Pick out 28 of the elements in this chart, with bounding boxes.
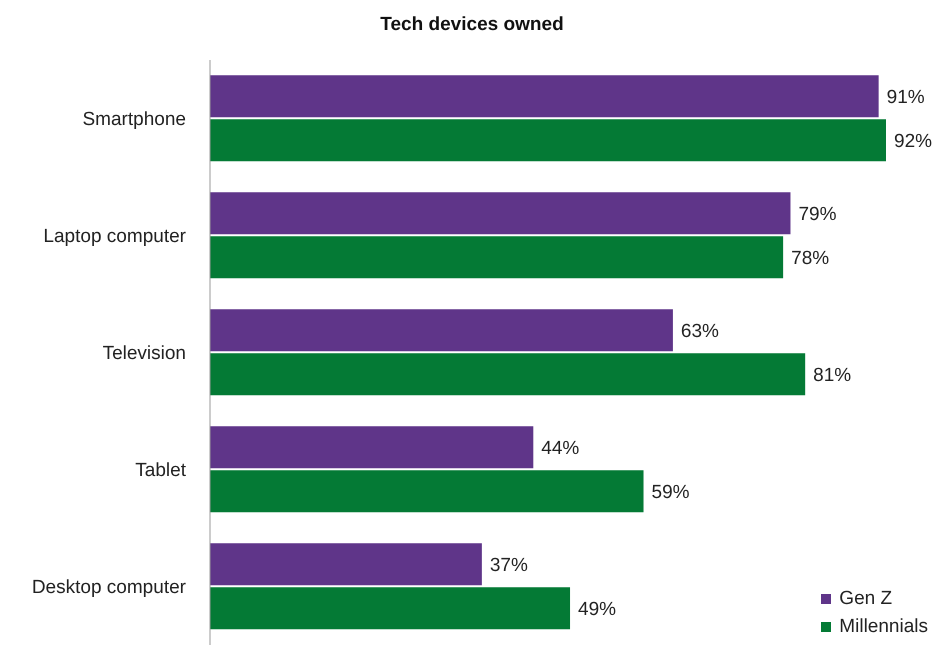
- y-tick-label: Laptop computer: [43, 226, 187, 248]
- bar: [210, 192, 790, 234]
- data-label: 92%: [894, 130, 932, 152]
- y-tick-label: Smartphone: [82, 109, 186, 130]
- y-tick-label: Desktop computer: [32, 577, 187, 598]
- bar: [210, 309, 673, 352]
- data-label: 44%: [541, 438, 580, 459]
- data-label: 91%: [886, 86, 925, 108]
- data-label: 49%: [578, 598, 616, 620]
- data-label: 79%: [798, 204, 837, 225]
- bar: [210, 119, 886, 162]
- data-label: 63%: [680, 320, 720, 342]
- data-label: 78%: [791, 248, 830, 269]
- y-tick-label: Tablet: [135, 460, 187, 482]
- chart-title: Tech devices owned: [379, 14, 565, 36]
- y-tick-label: Television: [102, 343, 186, 364]
- bar: [210, 353, 806, 396]
- data-label: 81%: [813, 364, 852, 386]
- bar: [210, 543, 482, 586]
- legend-label: Millennials: [839, 616, 928, 638]
- bar: [210, 426, 534, 468]
- data-label: 37%: [490, 554, 528, 576]
- legend-label: Gen Z: [839, 588, 892, 610]
- data-label: 59%: [652, 482, 690, 503]
- bar: [210, 236, 784, 278]
- bar: [210, 587, 570, 630]
- bar: [210, 75, 879, 118]
- bar: [210, 470, 644, 512]
